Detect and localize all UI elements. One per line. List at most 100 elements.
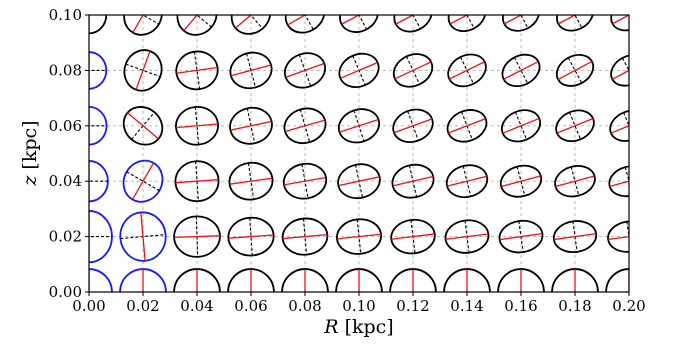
velocity-ellipse	[173, 215, 221, 258]
velocity-ellipse	[500, 109, 542, 143]
velocity-ellipse	[89, 210, 113, 264]
velocity-ellipse	[556, 15, 594, 32]
major-axis-line	[502, 117, 540, 134]
major-axis-line	[557, 60, 593, 80]
x-tick-label: 0.20	[612, 297, 645, 315]
minor-axis-line	[249, 217, 253, 256]
velocity-ellipse	[281, 217, 329, 256]
velocity-ellipse	[610, 15, 629, 32]
velocity-ellipse	[122, 106, 164, 146]
velocity-ellipse	[555, 53, 595, 87]
major-axis-line	[393, 118, 433, 134]
x-tick-label: 0.10	[342, 297, 375, 315]
velocity-ellipse	[174, 160, 220, 203]
minor-axis-line	[247, 162, 255, 200]
velocity-ellipse	[336, 218, 382, 255]
major-axis-line	[553, 232, 597, 241]
minor-axis-line	[195, 161, 199, 202]
ellipse-outline	[281, 268, 329, 292]
velocity-ellipse	[609, 109, 629, 142]
major-axis-line	[556, 117, 594, 134]
y-tick-label: 0.02	[49, 228, 82, 246]
y-axis-label: z [kpc]	[19, 120, 41, 186]
major-axis-line	[503, 60, 539, 80]
x-tick-label: 0.14	[450, 297, 483, 315]
major-axis-line	[174, 235, 220, 239]
velocity-ellipse	[610, 54, 629, 87]
velocity-ellipse	[446, 109, 488, 143]
ellipse-outline	[173, 268, 221, 292]
minor-axis-line	[194, 106, 200, 145]
minor-axis-line	[182, 15, 212, 28]
major-axis-line	[448, 118, 486, 134]
velocity-ellipse	[123, 49, 163, 92]
velocity-ellipse	[447, 53, 487, 88]
major-axis-line	[283, 176, 327, 186]
velocity-ellipse	[283, 107, 327, 145]
ellipse-outline	[551, 268, 599, 292]
ellipse-outline	[389, 268, 437, 292]
major-axis-line	[449, 15, 485, 25]
velocity-ellipse	[337, 108, 381, 144]
ellipse-outline	[89, 106, 108, 146]
y-tick-label: 0.06	[49, 117, 82, 135]
minor-axis-line	[350, 15, 368, 30]
velocity-ellipse	[337, 163, 381, 200]
x-axis-label: R [kpc]	[323, 316, 393, 338]
x-tick-label: 0.06	[234, 297, 267, 315]
velocity-ellipse	[176, 15, 218, 36]
major-axis-line	[140, 212, 146, 261]
major-axis-line	[608, 233, 629, 241]
minor-axis-line	[125, 63, 161, 78]
major-axis-line	[339, 118, 379, 133]
ellipse-outline	[227, 268, 275, 292]
velocity-ellipse	[392, 53, 434, 88]
ellipse-outline	[447, 53, 487, 88]
velocity-ellipse	[229, 106, 273, 145]
major-axis-line	[391, 233, 435, 240]
minor-axis-line	[302, 218, 308, 255]
velocity-ellipse	[123, 15, 163, 36]
ellipse-outline	[443, 268, 491, 292]
x-axis-unit: [kpc]	[345, 316, 394, 338]
velocity-ellipse	[389, 268, 437, 292]
ellipse-outline	[119, 268, 167, 292]
ellipse-outline	[502, 15, 540, 32]
velocity-ellipse	[175, 105, 219, 146]
velocity-ellipse	[230, 15, 272, 35]
ellipse-outline	[335, 268, 383, 292]
major-axis-line	[609, 175, 629, 187]
major-axis-line	[127, 112, 159, 140]
x-tick-label: 0.04	[180, 297, 213, 315]
velocity-ellipse	[89, 51, 108, 90]
x-tick-label: 0.00	[72, 297, 105, 315]
major-axis-line	[336, 233, 382, 240]
ellipse-outline	[284, 15, 326, 34]
x-tick-label: 0.16	[504, 297, 537, 315]
major-axis-line	[499, 232, 543, 241]
minor-axis-line	[296, 15, 314, 30]
velocity-ellipse	[608, 165, 629, 198]
velocity-ellipse	[499, 164, 543, 198]
velocity-ellipse	[89, 106, 108, 146]
major-axis-line	[392, 175, 434, 187]
velocity-ellipse	[335, 268, 383, 292]
minor-axis-line	[126, 15, 160, 25]
y-axis-symbol: z	[19, 175, 41, 187]
velocity-ellipse	[447, 15, 487, 33]
minor-axis-line	[193, 51, 201, 90]
major-axis-line	[448, 61, 486, 80]
major-axis-line	[338, 176, 380, 187]
major-axis-line	[175, 179, 219, 184]
velocity-ellipse	[501, 53, 541, 88]
velocity-ellipse	[607, 220, 629, 253]
major-axis-line	[612, 15, 629, 25]
velocity-ellipse	[282, 162, 328, 200]
velocity-ellipse	[444, 219, 490, 254]
minor-axis-line	[459, 15, 475, 29]
velocity-ellipse	[498, 219, 544, 254]
ellipse-outline	[89, 160, 109, 203]
major-axis-line	[135, 50, 151, 90]
